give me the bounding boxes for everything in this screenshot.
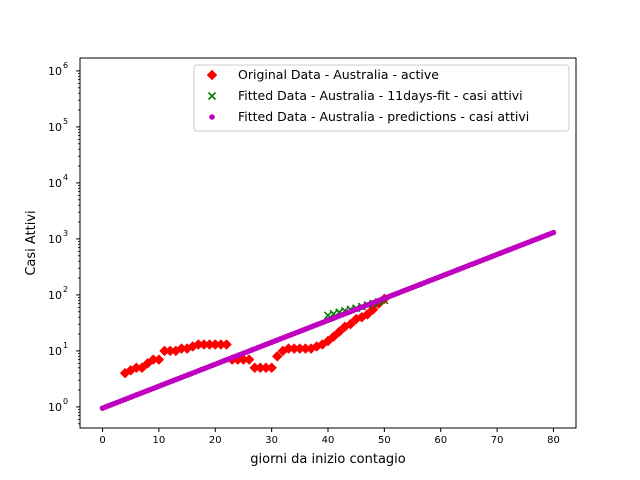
original-data-point <box>243 354 255 365</box>
y-tick-label: 10 <box>48 401 62 414</box>
y-tick-label: 10 <box>48 289 62 302</box>
x-tick-label: 30 <box>265 435 278 446</box>
series-layer <box>99 229 557 411</box>
x-tick-label: 60 <box>434 435 447 446</box>
x-tick-label: 70 <box>491 435 504 446</box>
legend: Original Data - Australia - active Fitted… <box>193 64 570 132</box>
original-data-point <box>333 326 345 338</box>
y-tick-exponent: 6 <box>63 61 68 70</box>
y-axis-label: Casi Attivi <box>24 210 39 275</box>
x-tick-label: 80 <box>547 435 560 446</box>
x-tick-label: 10 <box>153 435 166 446</box>
legend-label: Fitted Data - Australia - predictions - … <box>238 109 529 124</box>
original-data-point <box>221 339 232 350</box>
y-tick-label: 10 <box>48 121 62 134</box>
y-tick-exponent: 4 <box>63 173 68 182</box>
legend-marker <box>209 114 215 120</box>
legend-marker <box>207 91 217 101</box>
original-data-point <box>328 331 339 342</box>
y-tick-exponent: 3 <box>63 229 68 238</box>
legend-marker <box>206 69 218 81</box>
prediction-point <box>550 229 557 236</box>
x-axis-ticks: 0 10 20 30 40 50 60 70 80 <box>99 428 560 446</box>
legend-label: Original Data - Australia - active <box>238 67 439 82</box>
x-tick-label: 20 <box>209 435 222 446</box>
original-data-point <box>271 350 283 362</box>
legend-items: Original Data - Australia - active Fitted… <box>206 67 529 124</box>
original-data-point <box>153 354 165 365</box>
legend-frame <box>193 64 570 132</box>
series-predictions <box>99 229 557 411</box>
y-tick-exponent: 2 <box>63 285 68 294</box>
original-data-point <box>345 318 356 330</box>
legend-label: Fitted Data - Australia - 11days-fit - c… <box>238 88 523 103</box>
y-tick-exponent: 5 <box>63 117 68 126</box>
x-tick-label: 40 <box>322 435 335 446</box>
y-tick-exponent: 0 <box>63 397 68 406</box>
x-tick-label: 0 <box>99 435 105 446</box>
x-tick-label: 50 <box>378 435 391 446</box>
series-original <box>119 293 390 379</box>
y-tick-exponent: 1 <box>63 341 68 350</box>
x-axis-label: giorni da inizio contagio <box>250 452 406 467</box>
y-tick-label: 10 <box>48 233 62 246</box>
y-tick-label: 10 <box>48 65 62 78</box>
original-data-point <box>266 362 277 374</box>
y-tick-label: 10 <box>48 177 62 190</box>
y-tick-label: 10 <box>48 345 62 358</box>
original-data-point <box>362 308 373 320</box>
